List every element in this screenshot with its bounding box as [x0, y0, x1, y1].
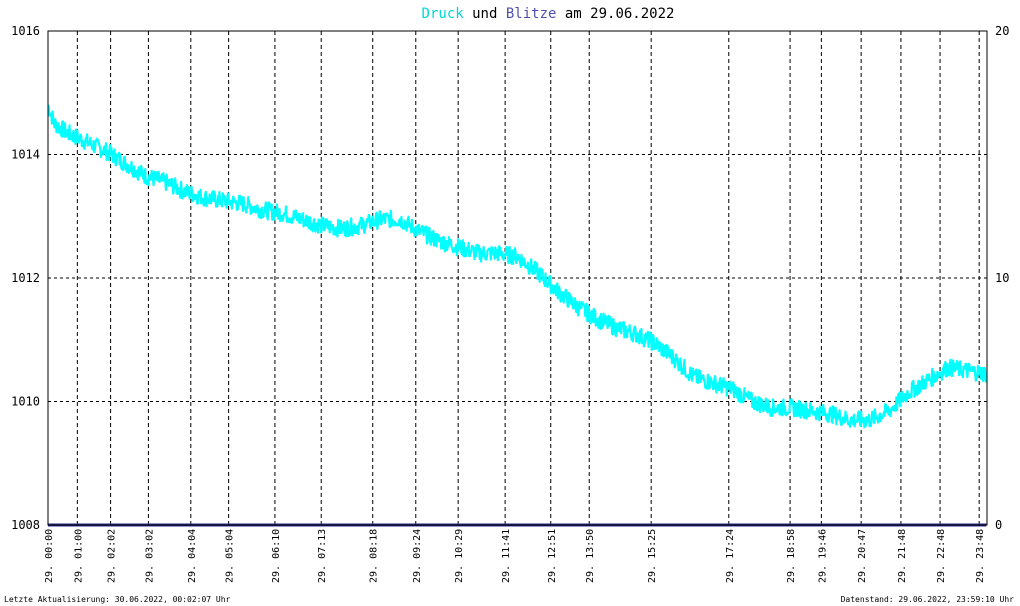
- y-right-tick-label: 20: [995, 24, 1009, 38]
- plot-frame: [47, 30, 988, 526]
- x-tick-label: 29. 04:04: [187, 529, 198, 583]
- title-date: am 29.06.2022: [556, 6, 674, 22]
- x-tick-label: 29. 05:04: [225, 529, 236, 583]
- y-left-tick-label: 1010: [11, 395, 40, 409]
- grid: [47, 31, 987, 525]
- axes: [47, 30, 988, 526]
- chart-title: Druck und Blitze am 29.06.2022: [422, 6, 675, 22]
- series-layer: [47, 104, 988, 527]
- x-tick-label: 29. 02:02: [107, 529, 118, 583]
- series-line-druck: [47, 104, 988, 429]
- title-und: und: [464, 6, 506, 22]
- x-tick-label: 29. 03:02: [144, 529, 155, 583]
- footer-last-update: Letzte Aktualisierung: 30.06.2022, 00:02…: [4, 595, 231, 604]
- x-tick-label: 29. 18:58: [786, 529, 797, 583]
- x-tick-label: 29. 23:48: [975, 529, 986, 583]
- x-tick-label: 29. 10:29: [454, 529, 465, 583]
- x-tick-label: 29. 00:00: [44, 529, 55, 583]
- x-tick-label: 29. 17:24: [725, 529, 736, 583]
- x-tick-label: 29. 12:51: [547, 529, 558, 583]
- y-right-tick-label: 0: [995, 518, 1002, 532]
- x-tick-label: 29. 01:00: [73, 529, 84, 583]
- y-left-tick-label: 1014: [11, 148, 40, 162]
- y-left-tick-label: 1012: [11, 271, 40, 285]
- y-left-tick-label: 1016: [11, 24, 40, 38]
- x-tick-label: 29. 09:24: [412, 529, 423, 583]
- x-tick-label: 29. 06:10: [271, 529, 282, 583]
- x-tick-label: 29. 21:48: [897, 529, 908, 583]
- x-tick-label: 29. 11:41: [501, 529, 512, 583]
- x-tick-label: 29. 19:46: [817, 529, 828, 583]
- x-tick-label: 29. 20:47: [857, 529, 868, 583]
- x-tick-label: 29. 22:48: [936, 529, 947, 583]
- y-left-tick-label: 1008: [11, 518, 40, 532]
- x-tick-label: 29. 13:50: [585, 529, 596, 583]
- title-druck: Druck: [422, 6, 465, 22]
- x-tick-label: 29. 08:18: [369, 529, 380, 583]
- x-tick-label: 29. 15:25: [647, 529, 658, 583]
- y-right-tick-label: 10: [995, 271, 1009, 285]
- x-tick-label: 29. 07:13: [317, 529, 328, 583]
- tick-labels: 1008 1010 1012 1014 1016 0 10 20 29. 00:00 29. 01…: [11, 24, 1009, 583]
- title-blitze: Blitze: [506, 6, 557, 22]
- footer-data-state: Datenstand: 29.06.2022, 23:59:10 Uhr: [840, 595, 1014, 604]
